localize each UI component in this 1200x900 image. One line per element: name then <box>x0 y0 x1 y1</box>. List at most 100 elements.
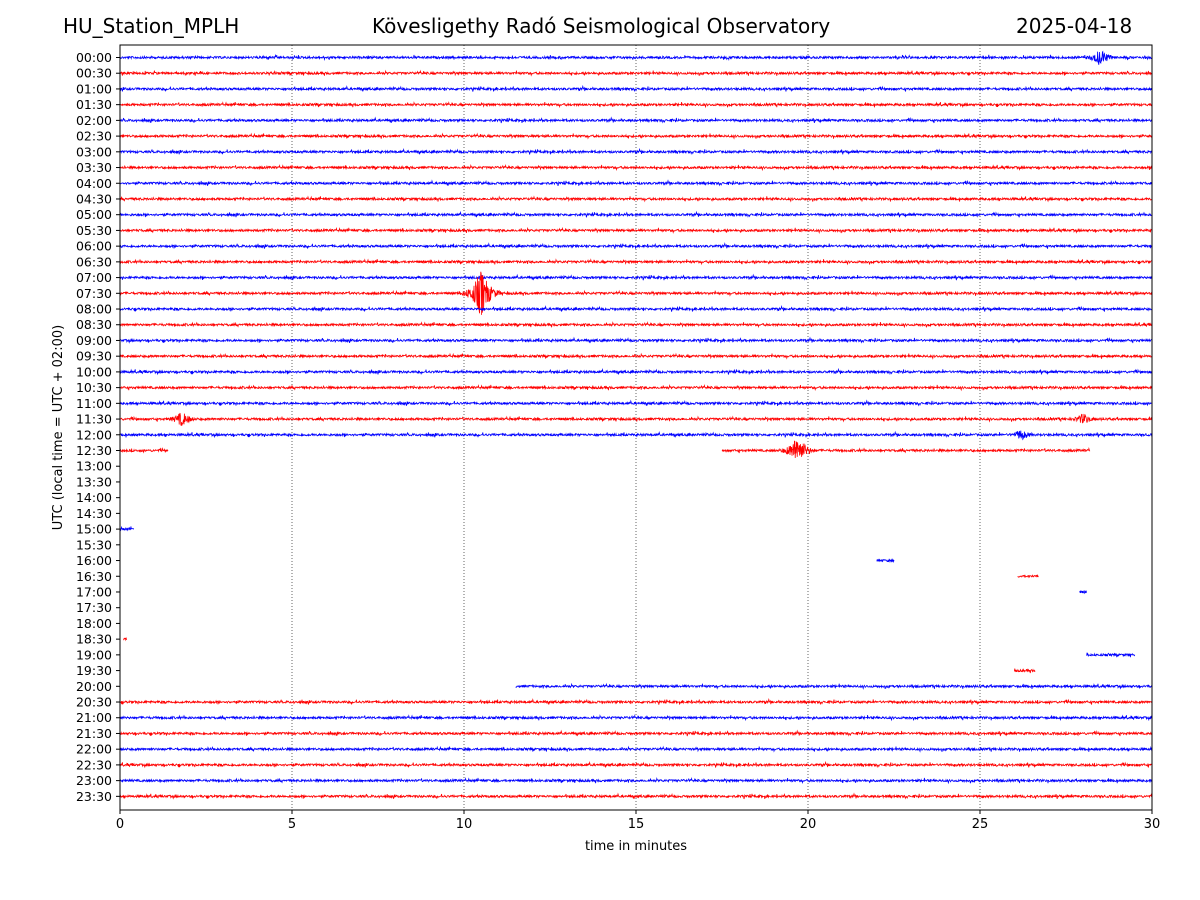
y-tick-label: 06:00 <box>76 239 112 254</box>
trace-0500 <box>119 210 1153 218</box>
y-tick-label: 05:00 <box>76 207 112 222</box>
trace-1930 <box>1014 668 1036 674</box>
trace-0600 <box>119 242 1153 250</box>
trace-1030 <box>119 384 1153 392</box>
y-tick-label: 13:00 <box>76 459 112 474</box>
trace-0700 <box>119 273 1153 281</box>
y-axis-label: UTC (local time = UTC + 02:00) <box>51 325 66 530</box>
x-tick-label: 20 <box>800 817 817 832</box>
y-tick-label: 09:00 <box>76 333 112 348</box>
y-tick-label: 15:30 <box>76 537 112 552</box>
y-tick-label: 18:30 <box>76 632 112 647</box>
trace-2230 <box>119 760 1153 769</box>
trace-2130 <box>119 729 1153 737</box>
trace-0230 <box>119 132 1153 140</box>
x-tick-labels: 0 5 10 15 20 25 30 <box>116 810 1160 832</box>
trace-0730 <box>119 271 1153 315</box>
y-tick-label: 19:00 <box>76 647 112 662</box>
y-tick-label: 15:00 <box>76 522 112 537</box>
trace-1900 <box>1086 652 1136 658</box>
date-title: 2025-04-18 <box>1016 14 1133 38</box>
y-tick-label: 01:30 <box>76 97 112 112</box>
trace-1500 <box>119 525 135 532</box>
y-tick-label: 20:00 <box>76 679 112 694</box>
y-tick-label: 17:30 <box>76 600 112 615</box>
trace-0430 <box>119 195 1153 203</box>
x-tick-label: 0 <box>116 817 124 832</box>
trace-2200 <box>119 745 1153 753</box>
observatory-title: Kövesligethy Radó Seismological Observat… <box>372 14 831 38</box>
y-tick-label: 12:30 <box>76 443 112 458</box>
trace-0400 <box>119 179 1153 187</box>
y-tick-label: 00:00 <box>76 50 112 65</box>
y-tick-label: 16:30 <box>76 569 112 584</box>
y-tick-label: 00:30 <box>76 66 112 81</box>
y-tick-label: 08:30 <box>76 317 112 332</box>
trace-1830 <box>123 636 128 642</box>
trace-1700 <box>1079 589 1088 595</box>
y-tick-label: 03:00 <box>76 144 112 159</box>
trace-0800 <box>119 305 1153 313</box>
trace-1200 <box>119 430 1153 441</box>
trace-2000 <box>515 682 1153 690</box>
trace-1230 <box>119 447 169 454</box>
y-tick-label: 10:00 <box>76 364 112 379</box>
y-tick-label: 04:30 <box>76 191 112 206</box>
y-tick-label: 19:30 <box>76 663 112 678</box>
y-tick-label: 01:00 <box>76 81 112 96</box>
y-tick-label: 02:00 <box>76 113 112 128</box>
y-tick-label: 17:00 <box>76 584 112 599</box>
y-tick-label: 20:30 <box>76 695 112 710</box>
trace-0030 <box>119 69 1153 77</box>
y-tick-label: 22:00 <box>76 742 112 757</box>
trace-0830 <box>119 321 1153 329</box>
y-tick-label: 11:00 <box>76 396 112 411</box>
trace-2330 <box>119 792 1153 800</box>
x-tick-label: 5 <box>288 817 296 832</box>
trace-2030 <box>119 698 1153 706</box>
y-tick-label: 23:00 <box>76 773 112 788</box>
trace-0300 <box>119 147 1153 155</box>
trace-layer <box>119 50 1153 800</box>
trace-1600 <box>876 558 895 564</box>
trace-1230 <box>721 440 1091 459</box>
trace-1100 <box>119 399 1153 407</box>
trace-0630 <box>119 258 1153 266</box>
y-tick-label: 04:00 <box>76 176 112 191</box>
y-tick-labels: 00:0000:3001:0001:3002:0002:3003:0003:30… <box>76 50 120 804</box>
trace-0200 <box>119 116 1153 124</box>
y-tick-label: 16:00 <box>76 553 112 568</box>
y-tick-label: 02:30 <box>76 129 112 144</box>
x-tick-label: 10 <box>456 817 473 832</box>
plot-frame <box>119 44 1153 811</box>
trace-1000 <box>119 367 1153 376</box>
y-tick-label: 13:30 <box>76 474 112 489</box>
y-tick-label: 03:30 <box>76 160 112 175</box>
y-tick-label: 23:30 <box>76 789 112 804</box>
y-tick-label: 14:30 <box>76 506 112 521</box>
x-tick-label: 15 <box>628 817 645 832</box>
y-tick-label: 09:30 <box>76 349 112 364</box>
grid-lines <box>291 45 981 810</box>
x-axis-label: time in minutes <box>585 839 687 854</box>
trace-0330 <box>119 163 1153 172</box>
y-tick-label: 06:30 <box>76 254 112 269</box>
trace-0000 <box>119 50 1153 65</box>
trace-0100 <box>119 84 1153 93</box>
trace-1130 <box>119 412 1153 426</box>
y-tick-label: 22:30 <box>76 757 112 772</box>
y-tick-label: 07:30 <box>76 286 112 301</box>
y-tick-label: 10:30 <box>76 380 112 395</box>
trace-2300 <box>119 777 1153 785</box>
trace-0130 <box>119 101 1153 109</box>
y-tick-label: 21:00 <box>76 710 112 725</box>
trace-2100 <box>119 714 1153 722</box>
y-tick-label: 07:00 <box>76 270 112 285</box>
y-tick-label: 05:30 <box>76 223 112 238</box>
x-tick-label: 25 <box>972 817 989 832</box>
trace-0930 <box>119 352 1153 360</box>
station-title: HU_Station_MPLH <box>63 14 240 38</box>
y-tick-label: 18:00 <box>76 616 112 631</box>
trace-1630 <box>1017 574 1039 579</box>
